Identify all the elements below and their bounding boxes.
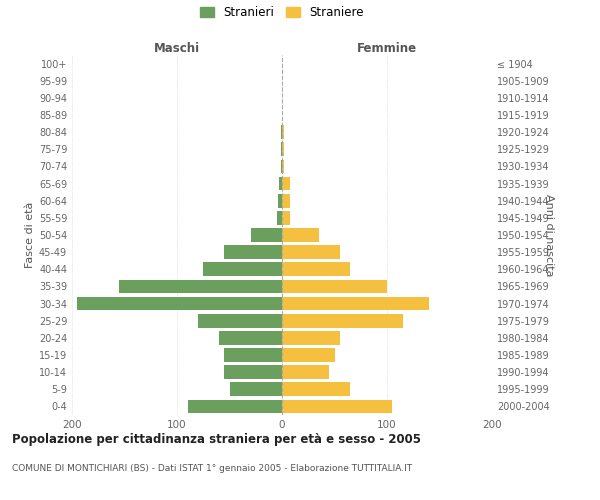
Bar bbox=[251, 228, 282, 242]
Bar bbox=[77, 296, 282, 310]
Text: Popolazione per cittadinanza straniera per età e sesso - 2005: Popolazione per cittadinanza straniera p… bbox=[12, 432, 421, 446]
Bar bbox=[281, 160, 282, 173]
Bar bbox=[278, 194, 282, 207]
Bar bbox=[281, 126, 282, 139]
Bar bbox=[281, 142, 282, 156]
Bar bbox=[219, 331, 282, 344]
Bar bbox=[119, 280, 282, 293]
Bar bbox=[282, 280, 387, 293]
Bar bbox=[282, 142, 284, 156]
Bar bbox=[282, 126, 284, 139]
Bar bbox=[198, 314, 282, 328]
Bar bbox=[203, 262, 282, 276]
Text: COMUNE DI MONTICHIARI (BS) - Dati ISTAT 1° gennaio 2005 - Elaborazione TUTTITALI: COMUNE DI MONTICHIARI (BS) - Dati ISTAT … bbox=[12, 464, 412, 473]
Bar bbox=[282, 348, 335, 362]
Text: Femmine: Femmine bbox=[357, 42, 417, 55]
Legend: Stranieri, Straniere: Stranieri, Straniere bbox=[200, 6, 364, 19]
Y-axis label: Anni di nascita: Anni di nascita bbox=[544, 194, 554, 276]
Y-axis label: Fasce di età: Fasce di età bbox=[25, 202, 35, 268]
Bar bbox=[282, 382, 350, 396]
Bar bbox=[279, 176, 282, 190]
Bar bbox=[282, 296, 429, 310]
Bar bbox=[282, 331, 340, 344]
Bar bbox=[282, 262, 350, 276]
Bar bbox=[277, 211, 282, 224]
Text: Maschi: Maschi bbox=[154, 42, 200, 55]
Bar bbox=[224, 246, 282, 259]
Bar bbox=[282, 314, 403, 328]
Bar bbox=[282, 160, 284, 173]
Bar bbox=[282, 194, 290, 207]
Bar bbox=[282, 176, 290, 190]
Bar bbox=[282, 228, 319, 242]
Bar bbox=[282, 211, 290, 224]
Bar bbox=[187, 400, 282, 413]
Bar bbox=[229, 382, 282, 396]
Bar bbox=[224, 366, 282, 379]
Bar bbox=[282, 246, 340, 259]
Bar bbox=[282, 366, 329, 379]
Bar bbox=[282, 400, 392, 413]
Bar bbox=[224, 348, 282, 362]
